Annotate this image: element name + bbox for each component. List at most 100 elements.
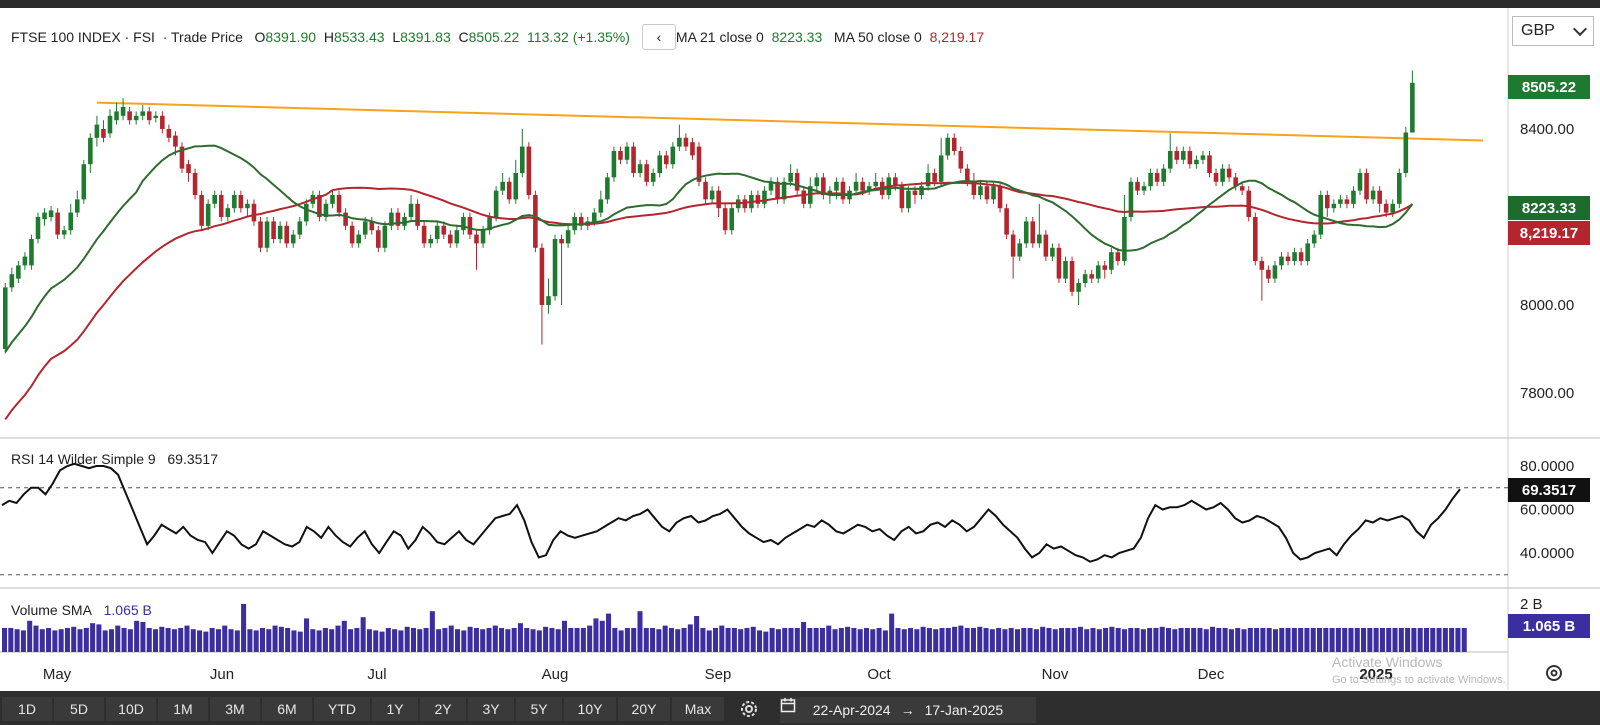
candle-body xyxy=(533,195,538,248)
candle-body xyxy=(88,137,93,165)
timeframe-button-1m[interactable]: 1M xyxy=(158,697,208,721)
volume-bar xyxy=(952,626,958,652)
month-label: Aug xyxy=(542,666,569,683)
timeframe-button-max[interactable]: Max xyxy=(672,697,724,721)
volume-bar xyxy=(945,628,951,652)
timeframe-button-6m[interactable]: 6M xyxy=(262,697,312,721)
timeframe-button-5d[interactable]: 5D xyxy=(54,697,104,721)
volume-bar xyxy=(782,628,788,652)
candle-body xyxy=(1305,243,1310,261)
volume-bar xyxy=(964,628,970,652)
price-type: · Trade Price xyxy=(162,29,243,45)
rsi-line xyxy=(1,462,1461,563)
candle-body xyxy=(965,168,970,182)
candle-body xyxy=(1266,269,1271,279)
volume-bar xyxy=(763,631,769,652)
timeframe-button-2y[interactable]: 2Y xyxy=(420,697,466,721)
volume-bar xyxy=(1216,628,1222,652)
volume-bar xyxy=(1027,628,1033,652)
volume-bar xyxy=(153,629,159,652)
candle-body xyxy=(173,135,178,147)
volume-tag: 1.065 B xyxy=(1508,614,1590,638)
volume-bar xyxy=(1052,629,1058,652)
trend-line xyxy=(96,101,1484,142)
candle-body xyxy=(29,239,34,266)
volume-bar xyxy=(171,629,177,652)
timeframe-button-20y[interactable]: 20Y xyxy=(618,697,670,721)
volume-bar xyxy=(536,630,542,652)
candle-body xyxy=(677,137,682,147)
candle-body xyxy=(1272,265,1278,279)
volume-bar xyxy=(134,620,140,652)
volume-bar xyxy=(46,628,52,652)
candle-body xyxy=(821,177,826,195)
volume-bar xyxy=(555,629,561,652)
candle-body xyxy=(1161,168,1166,182)
gear-icon[interactable] xyxy=(738,698,760,720)
timeframe-button-10d[interactable]: 10D xyxy=(106,697,156,721)
candle-body xyxy=(55,212,60,235)
volume-bar xyxy=(360,617,366,652)
low-value: 8391.83 xyxy=(400,29,451,45)
candle-body xyxy=(775,181,780,200)
volume-bar xyxy=(1247,628,1253,652)
volume-bar xyxy=(543,626,549,652)
timeframe-button-10y[interactable]: 10Y xyxy=(564,697,616,721)
timeframe-button-5y[interactable]: 5Y xyxy=(516,697,562,721)
candle-body xyxy=(1017,243,1022,257)
volume-bar xyxy=(882,630,888,652)
candle-body xyxy=(840,181,846,200)
candle-body xyxy=(107,115,113,134)
volume-bar xyxy=(247,629,253,652)
candle-body xyxy=(16,265,21,279)
collapse-legend-button[interactable]: ‹ xyxy=(641,24,676,50)
candle-body xyxy=(1095,265,1101,279)
candle-body xyxy=(978,186,983,195)
candle-body xyxy=(716,190,721,209)
volume-bar xyxy=(385,628,391,652)
volume-bar xyxy=(1184,628,1190,652)
volume-bar xyxy=(1279,628,1285,652)
volume-bar xyxy=(549,628,555,652)
candle-body xyxy=(376,230,381,248)
volume-bar xyxy=(209,628,215,652)
last-price-tag: 8505.22 xyxy=(1508,75,1590,99)
rsi-legend: RSI 14 Wilder Simple 9 69.3517 xyxy=(11,451,218,467)
candle-body xyxy=(258,221,263,248)
timeframe-button-3m[interactable]: 3M xyxy=(210,697,260,721)
candle-body xyxy=(1069,261,1075,292)
chart-settings-icon[interactable] xyxy=(1544,663,1564,683)
candle-body xyxy=(1076,283,1081,292)
volume-bar xyxy=(1373,628,1379,652)
rsi-value: 69.3517 xyxy=(167,451,218,467)
candle-body xyxy=(461,217,466,231)
volume-value: 1.065 B xyxy=(103,602,152,618)
volume-bar xyxy=(39,629,45,652)
candle-body xyxy=(997,186,1003,209)
volume-bar xyxy=(926,628,932,652)
candle-body xyxy=(899,186,905,209)
timeframe-button-3y[interactable]: 3Y xyxy=(468,697,514,721)
volume-bar xyxy=(1405,628,1411,652)
currency-select[interactable]: GBP xyxy=(1512,16,1594,46)
candle-body xyxy=(284,225,289,244)
candle-body xyxy=(637,164,643,173)
candle-body xyxy=(245,203,250,209)
candle-body xyxy=(755,195,761,204)
low-label: L xyxy=(392,29,401,45)
volume-bar xyxy=(706,630,712,652)
candle-body xyxy=(1226,168,1232,178)
volume-bar xyxy=(392,629,398,652)
timeframe-button-1d[interactable]: 1D xyxy=(2,697,52,721)
timeframe-button-ytd[interactable]: YTD xyxy=(314,697,370,721)
volume-bar xyxy=(1316,628,1323,652)
date-range-picker[interactable]: 22-Apr-2024 → 17-Jan-2025 xyxy=(780,697,1036,723)
timeframe-button-1y[interactable]: 1Y xyxy=(372,697,418,721)
rsi-tick-label: 80.0000 xyxy=(1520,458,1574,475)
volume-bar xyxy=(410,628,417,652)
volume-bar xyxy=(719,625,725,652)
volume-bar xyxy=(1172,629,1178,652)
chart-canvas[interactable]: 8400.00 8000.00 7800.00 May Jun Jul Aug Sep Oct N… xyxy=(0,0,1600,691)
volume-bar xyxy=(1291,628,1297,652)
volume-bar xyxy=(574,628,580,652)
